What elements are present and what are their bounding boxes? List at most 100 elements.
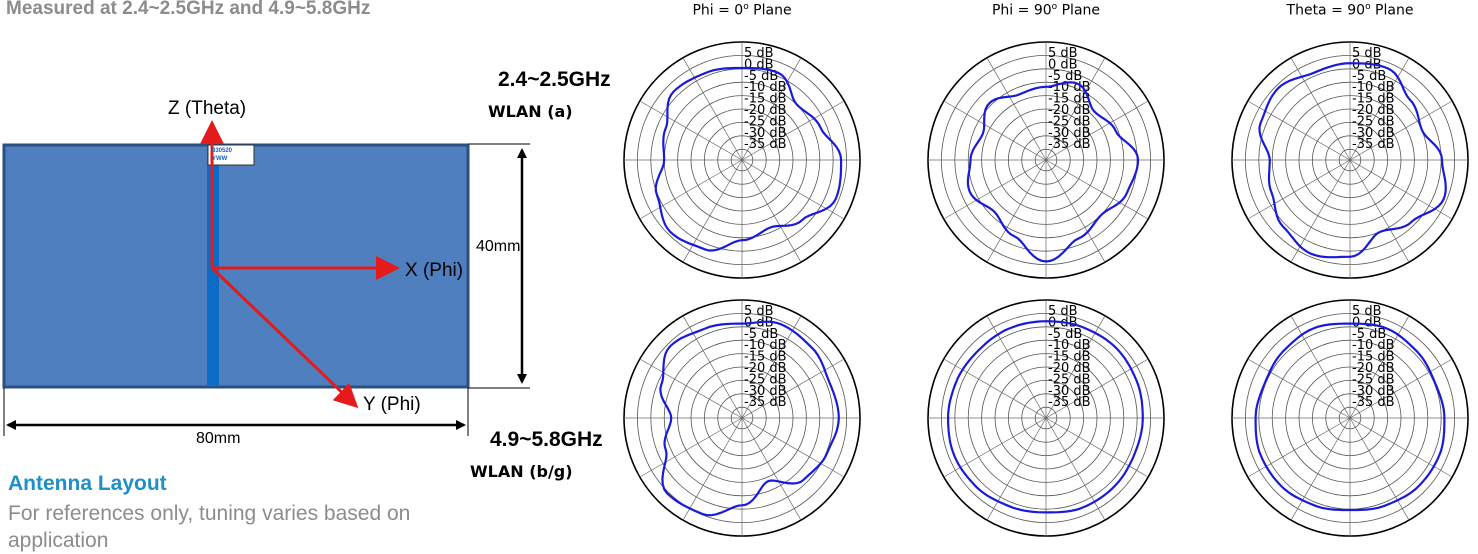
radiation-pattern bbox=[1254, 322, 1446, 512]
polar-spoke bbox=[682, 315, 743, 419]
plane-title-prefix: Phi = 90 bbox=[991, 2, 1052, 19]
plane-title-suffix: Plane bbox=[748, 2, 792, 19]
row-wlan-label: WLAN (a) bbox=[488, 102, 573, 121]
polar-spoke bbox=[1349, 358, 1453, 419]
polar-spoke bbox=[1349, 417, 1410, 521]
polar-spoke bbox=[741, 159, 845, 220]
scale-label: -25 dB bbox=[1048, 372, 1091, 387]
polar-spoke bbox=[943, 358, 1047, 419]
chip-tag-line-1: 830520 bbox=[212, 148, 233, 154]
polar-spoke bbox=[1045, 417, 1149, 478]
z-axis-label: Z (Theta) bbox=[168, 98, 247, 119]
scale-label: -20 dB bbox=[744, 103, 787, 118]
polar-plot: 5 dB0 dB-5 dB-10 dB-15 dB-20 dB-25 dB-30… bbox=[623, 299, 861, 537]
polar-spoke bbox=[639, 417, 743, 478]
scale-label: -30 dB bbox=[1048, 126, 1091, 141]
polar-spoke bbox=[741, 159, 802, 263]
polar-spoke bbox=[1349, 100, 1453, 161]
polar-spoke bbox=[1290, 417, 1351, 521]
degree-mark: o bbox=[743, 2, 749, 12]
scale-label: -20 dB bbox=[1352, 361, 1395, 376]
polar-spoke bbox=[1247, 417, 1351, 478]
scale-label: -5 dB bbox=[744, 327, 778, 342]
polar-spoke bbox=[741, 315, 802, 419]
scale-label: -30 dB bbox=[744, 126, 787, 141]
plane-title-prefix: Theta = 90 bbox=[1286, 2, 1366, 19]
scale-label: -30 dB bbox=[1352, 126, 1395, 141]
scale-label: 5 dB bbox=[744, 304, 774, 319]
scale-label: -35 dB bbox=[744, 137, 787, 152]
plane-title-suffix: Plane bbox=[1370, 2, 1414, 19]
polar-spoke bbox=[1045, 57, 1106, 161]
polar-spoke bbox=[1045, 417, 1106, 521]
radiation-pattern bbox=[946, 320, 1144, 514]
scale-label: -10 dB bbox=[744, 338, 787, 353]
row-freq-label: 4.9~5.8GHz bbox=[490, 428, 603, 451]
polar-spoke bbox=[986, 57, 1047, 161]
polar-spoke bbox=[1045, 159, 1106, 263]
plane-title: Phi = 90o Plane bbox=[956, 2, 1136, 19]
scale-label: -15 dB bbox=[744, 92, 787, 107]
polar-spoke bbox=[1247, 159, 1351, 220]
scale-label: 5 dB bbox=[1048, 304, 1078, 319]
scale-label: -30 dB bbox=[1352, 384, 1395, 399]
scale-label: 5 dB bbox=[1352, 304, 1382, 319]
layout-note: For references only, tuning varies based… bbox=[8, 502, 411, 552]
scale-label: -10 dB bbox=[744, 80, 787, 95]
polar-spoke bbox=[943, 159, 1047, 220]
scale-label: 5 dB bbox=[744, 46, 774, 61]
polar-spoke bbox=[1349, 57, 1410, 161]
scale-label: -5 dB bbox=[1352, 327, 1386, 342]
scale-label: 5 dB bbox=[1048, 46, 1078, 61]
polar-spoke bbox=[741, 100, 845, 161]
radiation-pattern bbox=[654, 66, 843, 252]
radiation-pattern bbox=[659, 320, 840, 517]
y-axis-label: Y (Phi) bbox=[363, 394, 421, 415]
scale-label: -5 dB bbox=[1352, 69, 1386, 84]
polar-spoke bbox=[741, 417, 845, 478]
radiation-pattern bbox=[966, 81, 1140, 263]
plane-title-prefix: Phi = 0 bbox=[692, 2, 744, 19]
polar-spoke bbox=[1290, 315, 1351, 419]
x-axis-label: X (Phi) bbox=[405, 260, 464, 281]
scale-label: -15 dB bbox=[744, 350, 787, 365]
plane-title: Theta = 90o Plane bbox=[1260, 2, 1440, 19]
polar-spoke bbox=[1349, 159, 1453, 220]
chip-tag-line-2: YWW bbox=[212, 156, 228, 162]
polar-spoke bbox=[1045, 100, 1149, 161]
polar-spoke bbox=[1045, 159, 1149, 220]
polar-spoke bbox=[943, 100, 1047, 161]
polar-spoke bbox=[986, 417, 1047, 521]
polar-spoke bbox=[682, 159, 743, 263]
scale-label: -15 dB bbox=[1352, 350, 1395, 365]
scale-label: -35 dB bbox=[744, 395, 787, 410]
polar-spoke bbox=[639, 358, 743, 419]
scale-label: -35 dB bbox=[1352, 395, 1395, 410]
polar-spoke bbox=[741, 57, 802, 161]
scale-label: -30 dB bbox=[1048, 384, 1091, 399]
antenna-board bbox=[2, 143, 470, 389]
scale-label: -20 dB bbox=[1352, 103, 1395, 118]
degree-mark: o bbox=[1365, 2, 1371, 12]
polar-spoke bbox=[1349, 417, 1453, 478]
row-wlan-label: WLAN (b/g) bbox=[470, 462, 573, 481]
scale-label: -35 dB bbox=[1048, 395, 1091, 410]
polar-plot: 5 dB0 dB-5 dB-10 dB-15 dB-20 dB-25 dB-30… bbox=[927, 299, 1165, 537]
scale-label: -20 dB bbox=[1048, 103, 1091, 118]
scale-label: -35 dB bbox=[1048, 137, 1091, 152]
polar-plots: 5 dB0 dB-5 dB-10 dB-15 dB-20 dB-25 dB-30… bbox=[623, 41, 1469, 537]
polar-spoke bbox=[1290, 57, 1351, 161]
scale-label: -20 dB bbox=[744, 361, 787, 376]
height-dimension-label: 40mm bbox=[476, 238, 521, 255]
degree-mark: o bbox=[1051, 2, 1058, 12]
scale-label: 0 dB bbox=[1048, 57, 1078, 72]
polar-spoke bbox=[639, 159, 743, 220]
layout-title: Antenna Layout bbox=[8, 472, 167, 495]
polar-plot: 5 dB0 dB-5 dB-10 dB-15 dB-20 dB-25 dB-30… bbox=[927, 41, 1165, 279]
polar-spoke bbox=[1247, 100, 1351, 161]
scale-label: -10 dB bbox=[1352, 80, 1395, 95]
scale-label: 5 dB bbox=[1352, 46, 1382, 61]
scale-label: -25 dB bbox=[744, 114, 787, 129]
polar-spoke bbox=[1290, 159, 1351, 263]
